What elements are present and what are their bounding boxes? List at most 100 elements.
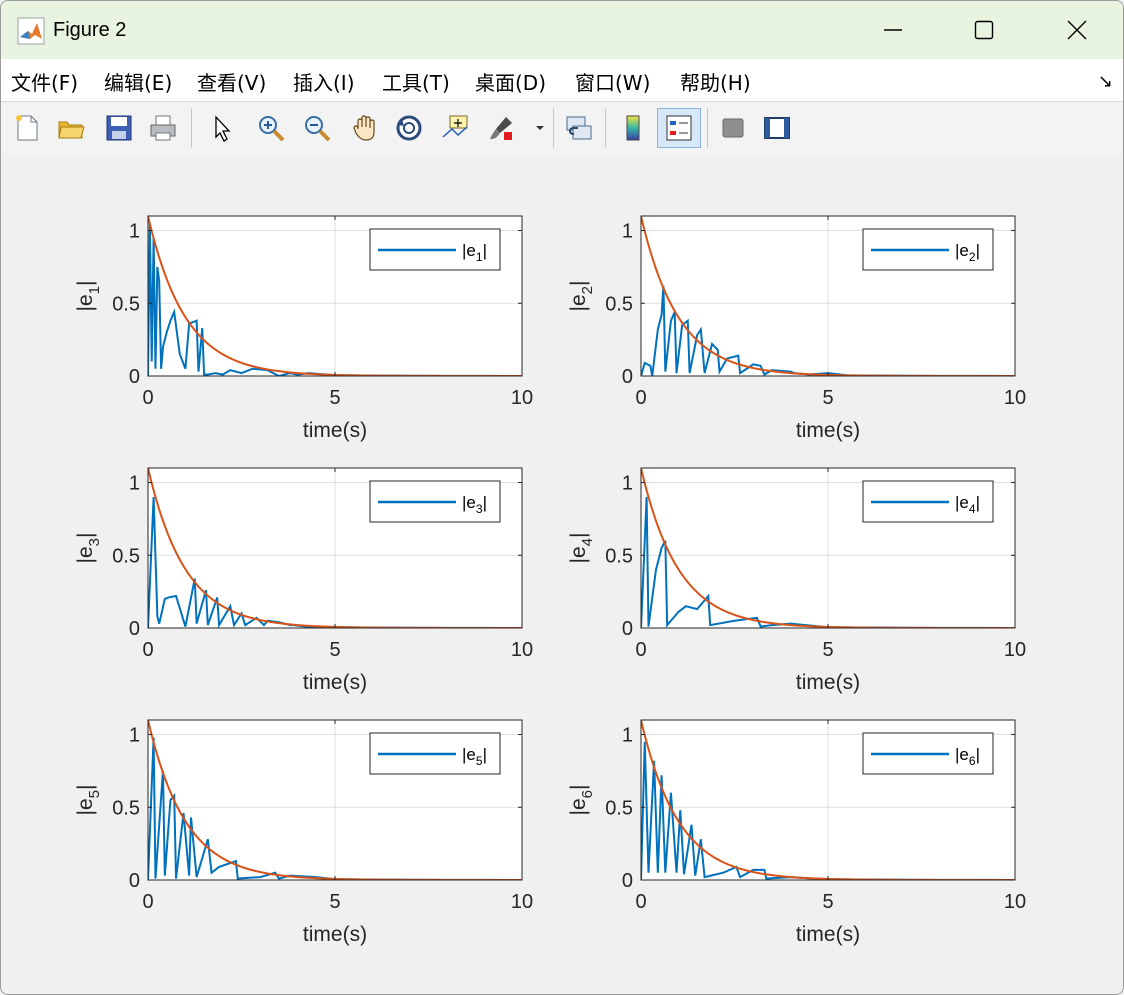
y-tick-label: 0.5 bbox=[112, 293, 140, 315]
y-axis-label: |e5| bbox=[74, 785, 103, 816]
menu-edit[interactable]: 编辑(E) bbox=[104, 71, 173, 95]
x-tick-label: 5 bbox=[329, 891, 340, 913]
x-tick-label: 10 bbox=[511, 891, 533, 913]
x-tick-label: 5 bbox=[329, 387, 340, 409]
x-axis-label: time(s) bbox=[303, 419, 367, 442]
zoom-in-icon bbox=[259, 116, 285, 142]
x-tick-label: 0 bbox=[635, 387, 646, 409]
legend-label: |e2| bbox=[955, 241, 980, 264]
x-tick-label: 0 bbox=[635, 891, 646, 913]
x-axis-label: time(s) bbox=[796, 671, 860, 694]
x-axis-label: time(s) bbox=[796, 419, 860, 442]
zoom-in-button[interactable] bbox=[251, 108, 291, 148]
y-tick-label: 1 bbox=[129, 473, 140, 495]
y-tick-label: 0 bbox=[129, 366, 140, 388]
data-cursor-button[interactable] bbox=[435, 108, 475, 148]
colorbar-button[interactable] bbox=[613, 108, 653, 148]
y-tick-label: 0.5 bbox=[605, 797, 633, 819]
arrow-icon[interactable]: ↘ bbox=[1097, 71, 1113, 92]
x-tick-label: 0 bbox=[142, 639, 153, 661]
x-tick-label: 0 bbox=[142, 891, 153, 913]
x-tick-label: 10 bbox=[1004, 891, 1026, 913]
menu-bar: 文件(F) 编辑(E) 查看(V) 插入(I) 工具(T) 桌面(D) 窗口(W… bbox=[1, 59, 1123, 101]
y-axis-label: |e1| bbox=[74, 281, 103, 312]
y-tick-label: 0.5 bbox=[605, 293, 633, 315]
legend-label: |e5| bbox=[462, 745, 487, 768]
print-button[interactable] bbox=[143, 108, 183, 148]
toolbar bbox=[1, 101, 1123, 155]
chevron-down-icon bbox=[536, 126, 544, 130]
rotate-3d-icon bbox=[396, 115, 422, 141]
new-figure-button[interactable] bbox=[7, 108, 47, 148]
x-tick-label: 5 bbox=[822, 639, 833, 661]
window-title: Figure 2 bbox=[53, 19, 127, 41]
menu-view[interactable]: 查看(V) bbox=[197, 71, 267, 95]
menu-desktop[interactable]: 桌面(D) bbox=[475, 71, 547, 95]
legend-button[interactable] bbox=[657, 108, 701, 148]
minimize-button[interactable] bbox=[847, 1, 939, 59]
y-tick-label: 0 bbox=[622, 870, 633, 892]
subplot-4: 0 5 10 0 0.5 1 time(s) |e4| |e4| bbox=[567, 467, 1026, 694]
pan-button[interactable] bbox=[345, 108, 385, 148]
brush-dropdown[interactable] bbox=[529, 108, 551, 148]
data-cursor-icon bbox=[442, 115, 468, 138]
y-axis-label: |e3| bbox=[74, 533, 103, 564]
y-axis-label: |e4| bbox=[567, 533, 596, 564]
y-tick-label: 0.5 bbox=[112, 545, 140, 567]
maximize-button[interactable] bbox=[938, 1, 1030, 59]
hide-plot-tools-button[interactable] bbox=[713, 108, 753, 148]
menu-tools[interactable]: 工具(T) bbox=[382, 71, 450, 95]
close-button[interactable] bbox=[1031, 1, 1123, 59]
edit-plot-button[interactable] bbox=[201, 108, 241, 148]
legend-label: |e3| bbox=[462, 493, 487, 516]
x-axis-label: time(s) bbox=[303, 923, 367, 946]
save-button[interactable] bbox=[99, 108, 139, 148]
x-tick-label: 10 bbox=[511, 387, 533, 409]
x-tick-label: 5 bbox=[329, 639, 340, 661]
x-axis-label: time(s) bbox=[796, 923, 860, 946]
colorbar-icon bbox=[626, 115, 640, 141]
brush-button[interactable] bbox=[481, 108, 521, 148]
maximize-icon bbox=[974, 20, 994, 40]
zoom-out-button[interactable] bbox=[297, 108, 337, 148]
subplot-5: 0 5 10 0 0.5 1 time(s) |e5| |e5| bbox=[74, 719, 533, 946]
matlab-icon bbox=[17, 17, 45, 45]
legend-icon bbox=[666, 115, 692, 141]
x-tick-label: 0 bbox=[635, 639, 646, 661]
x-tick-label: 0 bbox=[142, 387, 153, 409]
rotate-3d-button[interactable] bbox=[389, 108, 429, 148]
menu-insert[interactable]: 插入(I) bbox=[293, 71, 355, 95]
y-tick-label: 1 bbox=[622, 473, 633, 495]
toolbar-separator bbox=[707, 108, 708, 148]
toolbar-separator bbox=[605, 108, 606, 148]
y-tick-label: 0 bbox=[129, 618, 140, 640]
edit-plot-icon bbox=[215, 115, 231, 142]
y-axis-label-text: |e1| bbox=[74, 281, 103, 312]
y-axis-label-text: |e5| bbox=[74, 785, 103, 816]
close-icon bbox=[1067, 20, 1087, 40]
x-tick-label: 10 bbox=[1004, 387, 1026, 409]
brush-icon bbox=[490, 117, 512, 140]
menu-help[interactable]: 帮助(H) bbox=[680, 71, 751, 95]
legend-label: |e4| bbox=[955, 493, 980, 516]
menu-file[interactable]: 文件(F) bbox=[11, 71, 79, 95]
hide-plot-tools-icon bbox=[722, 118, 744, 138]
y-tick-label: 1 bbox=[129, 725, 140, 747]
y-axis-label-text: |e4| bbox=[567, 533, 596, 564]
link-plot-button[interactable] bbox=[559, 108, 599, 148]
x-tick-label: 10 bbox=[511, 639, 533, 661]
y-axis-label-text: |e3| bbox=[74, 533, 103, 564]
toolbar-separator bbox=[553, 108, 554, 148]
menu-window[interactable]: 窗口(W) bbox=[575, 71, 651, 95]
y-axis-label-text: |e6| bbox=[567, 785, 596, 816]
new-figure-icon bbox=[16, 115, 38, 141]
y-tick-label: 0 bbox=[622, 366, 633, 388]
show-plot-tools-button[interactable] bbox=[757, 108, 797, 148]
y-tick-label: 1 bbox=[129, 221, 140, 243]
y-axis-label-text: |e2| bbox=[567, 281, 596, 312]
open-file-button[interactable] bbox=[51, 108, 91, 148]
zoom-out-icon bbox=[305, 116, 331, 142]
toolbar-separator bbox=[191, 108, 192, 148]
y-axis-label: |e2| bbox=[567, 281, 596, 312]
